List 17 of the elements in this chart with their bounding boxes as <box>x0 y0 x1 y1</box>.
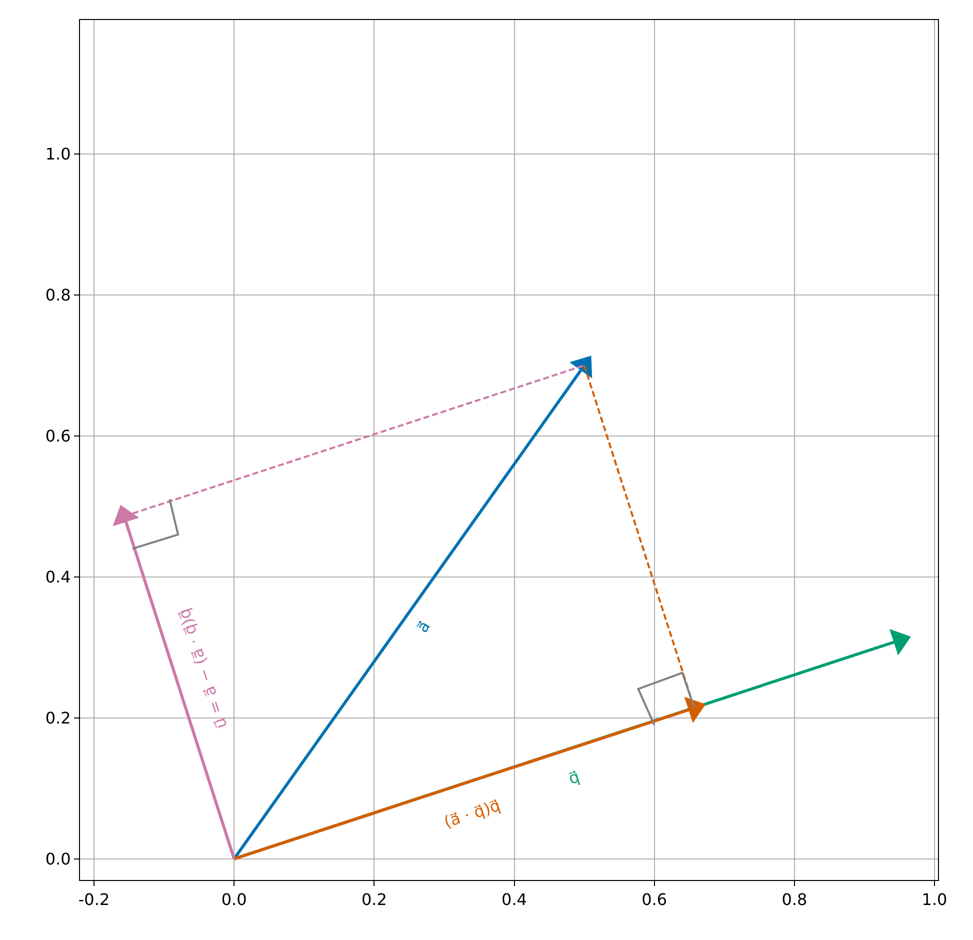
annotation: a⃗ <box>412 617 434 636</box>
annotation: q⃗ <box>566 766 582 788</box>
x-tick-label: 0.8 <box>782 890 808 910</box>
x-tick-label: 1.0 <box>922 890 948 910</box>
y-tick-label: 0.2 <box>45 708 71 728</box>
x-tick-label: 0.2 <box>361 890 387 910</box>
x-tick-label: 0.4 <box>502 890 527 910</box>
x-tick-label: 0.0 <box>221 890 247 910</box>
y-tick-label: 0.6 <box>45 426 71 446</box>
y-tick-label: 1.0 <box>45 144 71 164</box>
y-tick-label: 0.0 <box>45 849 71 868</box>
annotation: (a⃗ · q⃗)q⃗ <box>442 796 503 832</box>
annotation: u⃗ = a⃗ − (a⃗ · q⃗)q⃗ <box>174 606 231 731</box>
y-tick-label: 0.4 <box>45 567 71 586</box>
x-tick-label: -0.2 <box>78 890 110 910</box>
y-tick-label: 0.8 <box>45 286 71 305</box>
x-tick-label: 0.6 <box>642 890 668 910</box>
